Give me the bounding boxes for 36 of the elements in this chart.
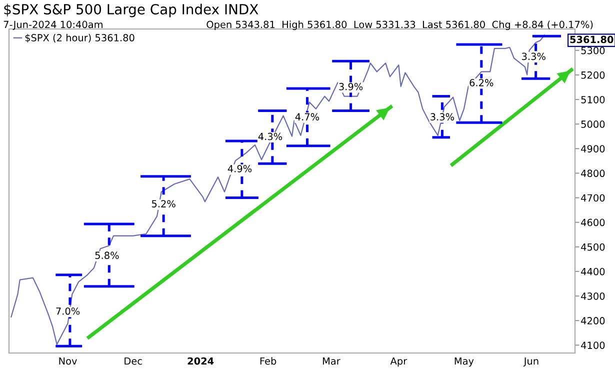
annotation: 3.3% [430, 113, 454, 120]
x-tick-label: Dec [124, 357, 142, 365]
annotation: 5361.80 [570, 36, 614, 44]
y-tick-label: 4900 [581, 145, 605, 152]
x-tick-label: Feb [260, 357, 276, 365]
y-tick-label: 4800 [581, 170, 605, 178]
y-tick-label: 4300 [581, 292, 605, 300]
x-tick-label: Nov [59, 357, 77, 365]
y-tick-label: 4500 [581, 243, 605, 251]
annotation: 4.3% [258, 132, 282, 140]
annotation: 7.0% [56, 307, 80, 315]
x-tick-label: 2024 [188, 357, 214, 365]
annotation: 5.8% [95, 252, 119, 260]
x-tick-label: May [454, 357, 474, 367]
y-tick-label: 5000 [581, 120, 605, 128]
y-tick-label: 4600 [581, 218, 605, 226]
annotation: 6.2% [470, 79, 494, 86]
x-tick-label: Jun [523, 357, 538, 366]
y-tick-label: 4400 [581, 268, 605, 276]
chart-title: $SPX S&P 500 Large Cap Index INDX [4, 4, 258, 18]
y-tick-label: 4200 [581, 317, 605, 324]
annotation: 3.9% [339, 82, 363, 90]
y-tick-label: 5100 [581, 96, 605, 104]
legend-label: $SPX (2 hour) 5361.80 [25, 34, 134, 43]
annotation: 5.2% [152, 200, 176, 208]
annotation: 3.3% [522, 52, 546, 60]
x-tick-label: Mar [322, 357, 340, 365]
y-tick-label: 4700 [581, 194, 605, 202]
y-tick-label: 5300 [581, 46, 605, 54]
chart-subtitle: 7-Jun-2024 10:40am [4, 20, 102, 30]
annotation: 4.7% [295, 113, 320, 120]
y-tick-label: 5200 [581, 71, 605, 79]
x-tick-label: Apr [390, 357, 408, 367]
annotation: 4.9% [228, 164, 252, 172]
annotation: Open 5343.81 High 5361.80 Low 5331.33 Last 5361.80 Chg +8.84 (+0.17%) [206, 20, 593, 30]
y-tick-label: 4100 [581, 342, 605, 349]
